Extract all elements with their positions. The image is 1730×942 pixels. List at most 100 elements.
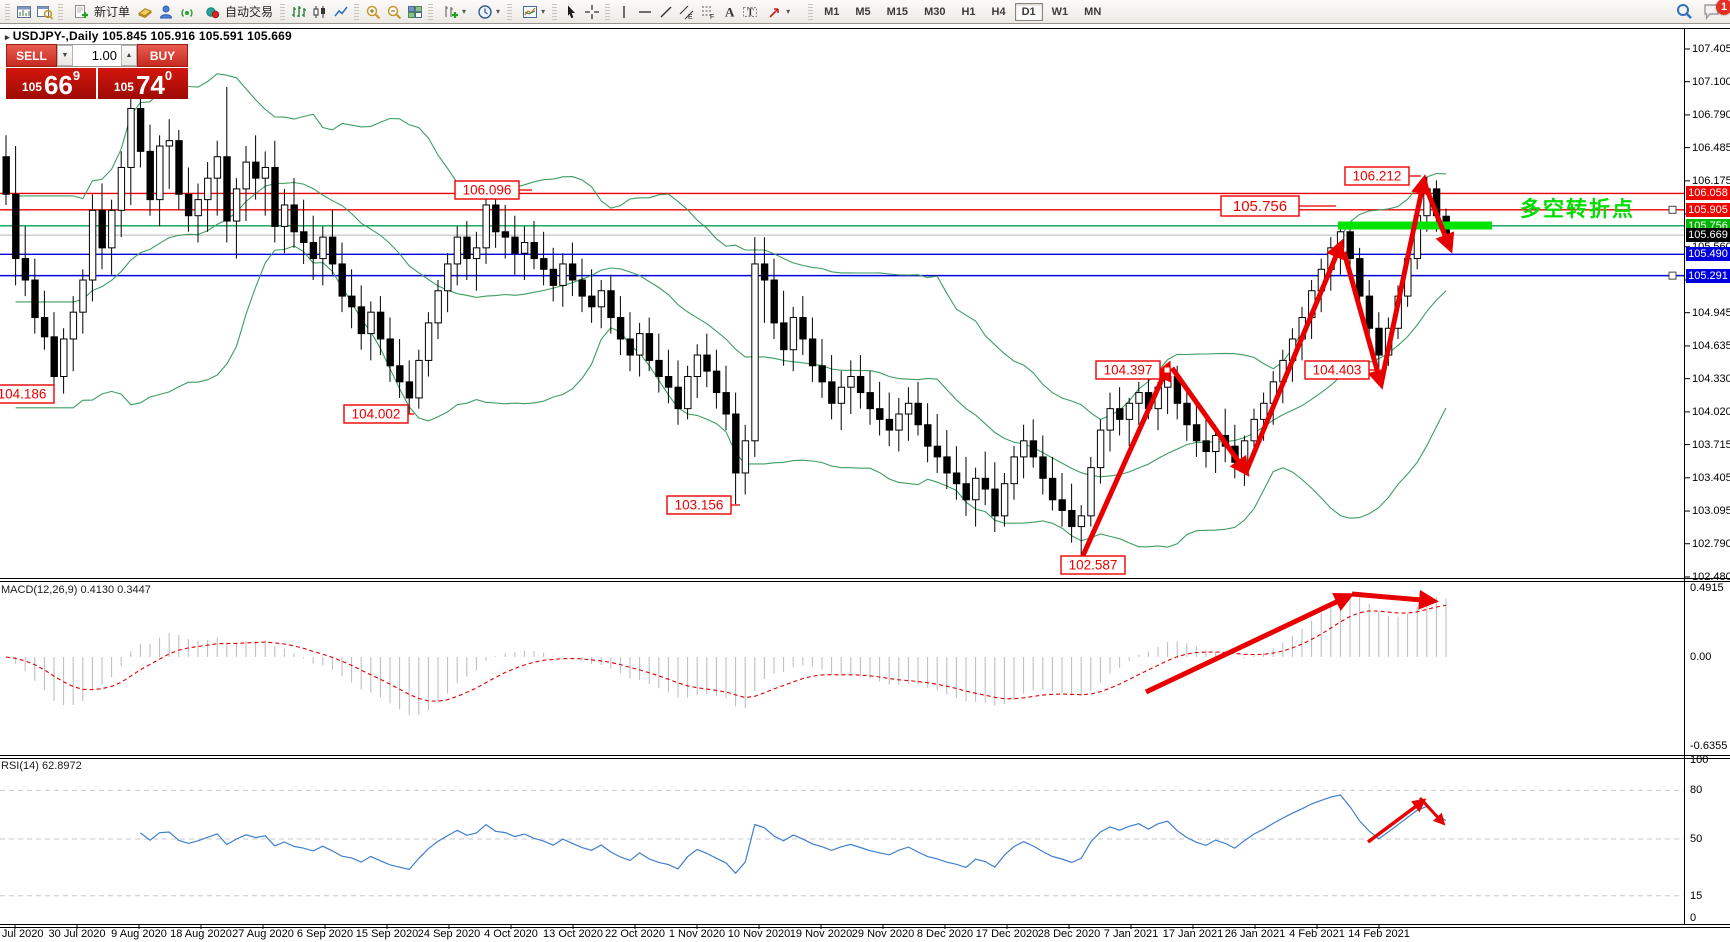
price-label-box[interactable] xyxy=(666,495,732,515)
candle-body xyxy=(684,375,692,410)
volume-input[interactable] xyxy=(73,45,121,66)
tab-timeframe-h1[interactable]: H1 xyxy=(961,5,976,18)
rsi-axis-label: 80 xyxy=(1690,784,1703,797)
tab-timeframe-d1[interactable]: D1 xyxy=(1014,2,1043,21)
trend-arrow[interactable] xyxy=(1169,366,1250,477)
text-icon[interactable]: A xyxy=(718,2,739,22)
bar-chart-icon[interactable] xyxy=(288,2,309,22)
text-label-icon[interactable]: T xyxy=(739,2,760,22)
toolbar-grip xyxy=(552,3,558,20)
candlestick-icon[interactable] xyxy=(309,2,330,22)
date-tick-label: 4 Oct 2020 xyxy=(484,928,538,940)
chart-search-icon[interactable] xyxy=(34,2,55,22)
line-handle[interactable] xyxy=(1668,271,1677,280)
cursor-icon[interactable] xyxy=(560,2,581,22)
tab-timeframe-w1[interactable]: W1 xyxy=(1051,5,1069,18)
buy-price-display[interactable]: 105 74 0 xyxy=(98,68,188,99)
tile-windows-icon[interactable] xyxy=(404,2,425,22)
toolbox-icon[interactable] xyxy=(134,2,155,22)
price-label-text: 106.096 xyxy=(463,183,512,198)
channel-icon[interactable]: E xyxy=(676,2,697,22)
candle-body xyxy=(789,317,798,351)
candle-body xyxy=(309,241,318,260)
price-tick-label: 106.175 xyxy=(1692,174,1730,187)
volume-increase-button[interactable]: ▲ xyxy=(121,45,137,66)
rsi-trend-arrow[interactable] xyxy=(1366,798,1427,844)
price-label-box[interactable] xyxy=(454,180,520,200)
rsi-panel[interactable] xyxy=(0,789,1684,897)
main-chart-panel[interactable]: 多空转折点 106.096 104.186 104.002 103.156 102.587… xyxy=(0,73,1684,575)
fibonacci-icon[interactable]: F xyxy=(697,2,718,22)
candle-body xyxy=(1183,402,1191,426)
rsi-indicator-label: RSI(14) 62.8972 xyxy=(1,760,82,772)
date-tick-label: 21 Jul 2020 xyxy=(0,928,44,940)
search-icon[interactable] xyxy=(1673,1,1694,21)
vertical-line-icon[interactable] xyxy=(613,2,634,22)
macd-panel[interactable] xyxy=(5,589,1447,716)
signal-icon[interactable] xyxy=(176,2,197,22)
price-label-box[interactable] xyxy=(0,384,55,404)
candle-body xyxy=(636,333,644,356)
crosshair-icon[interactable] xyxy=(581,2,602,22)
macd-trend-arrow[interactable] xyxy=(1144,592,1355,695)
auto-trading-icon xyxy=(201,2,222,22)
trend-arrow[interactable] xyxy=(1078,360,1172,562)
candle-body xyxy=(664,375,673,388)
buy-button[interactable]: BUY xyxy=(137,44,188,67)
svg-text:E: E xyxy=(688,14,693,20)
shapes-button[interactable]: ▾ xyxy=(760,2,794,22)
rsi-trend-arrow[interactable] xyxy=(1418,796,1446,826)
chart-window-icon[interactable] xyxy=(13,2,34,22)
turning-point-text[interactable]: 多空转折点 xyxy=(1520,197,1635,221)
price-label-box[interactable] xyxy=(1344,166,1410,186)
price-label-box[interactable] xyxy=(1220,195,1300,217)
tab-timeframe-h4[interactable]: H4 xyxy=(991,5,1006,18)
volume-decrease-button[interactable]: ▼ xyxy=(57,45,73,66)
price-label-box[interactable] xyxy=(343,404,409,424)
tab-timeframe-m1[interactable]: M1 xyxy=(824,5,840,18)
price-label-text: 104.397 xyxy=(1104,363,1153,378)
candle-body xyxy=(165,140,174,147)
tab-timeframe-m15[interactable]: M15 xyxy=(886,5,909,18)
tab-timeframe-mn[interactable]: MN xyxy=(1084,5,1102,18)
chat-icon[interactable]: 1 xyxy=(1700,0,1730,21)
trend-arrow[interactable] xyxy=(1378,174,1431,385)
price-label-box[interactable] xyxy=(1060,555,1126,575)
periods-button[interactable]: ▾ xyxy=(470,2,504,22)
line-chart-icon[interactable] xyxy=(330,2,351,22)
candle-body xyxy=(856,375,865,394)
macd-trend-arrow[interactable] xyxy=(1351,589,1439,610)
zoom-out-icon[interactable] xyxy=(383,2,404,22)
price-label-box[interactable] xyxy=(1304,360,1370,380)
trend-arrow[interactable] xyxy=(1424,189,1455,254)
template-button[interactable]: ▾ xyxy=(515,2,549,22)
trendline-icon[interactable] xyxy=(655,2,676,22)
new-order-button[interactable]: 新订单 xyxy=(66,2,134,22)
sell-price-figure: 105 xyxy=(21,80,42,94)
sell-button[interactable]: SELL xyxy=(6,44,57,67)
trend-arrow[interactable] xyxy=(1243,238,1345,473)
contacts-icon[interactable] xyxy=(155,2,176,22)
candle-body xyxy=(482,204,490,249)
trend-arrow[interactable] xyxy=(1341,251,1387,390)
tab-timeframe-m30[interactable]: M30 xyxy=(924,5,946,18)
zoom-in-icon[interactable] xyxy=(362,2,383,22)
candle-body xyxy=(1068,509,1076,528)
macd-axis-label: 0.00 xyxy=(1690,651,1712,663)
candle-body xyxy=(232,188,241,222)
candle-body xyxy=(492,204,500,233)
candle-body xyxy=(1116,408,1124,420)
new-chart-button[interactable]: ▾ xyxy=(436,2,470,22)
price-label-box[interactable] xyxy=(1095,360,1161,380)
candle-body xyxy=(184,193,193,217)
horizontal-line-icon[interactable] xyxy=(634,2,655,22)
price-tick-label: 103.095 xyxy=(1692,505,1730,518)
candle-body xyxy=(501,231,510,238)
line-handle[interactable] xyxy=(1668,205,1677,214)
auto-trading-button[interactable]: 自动交易 xyxy=(197,2,277,22)
tab-timeframe-m5[interactable]: M5 xyxy=(855,5,871,18)
sell-price-display[interactable]: 105 66 9 xyxy=(6,68,96,99)
date-tick-label: 8 Dec 2020 xyxy=(916,928,974,940)
svg-text:T: T xyxy=(747,7,754,18)
